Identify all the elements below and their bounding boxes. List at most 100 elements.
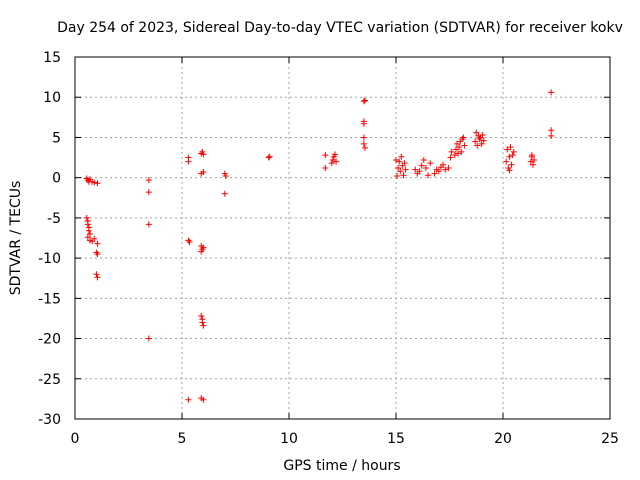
data-point [402,166,409,173]
data-point [397,168,404,175]
y-tick-label: -20 [38,332,61,348]
data-point [200,244,207,251]
data-point [420,156,427,163]
data-point [332,151,339,158]
data-point [451,152,458,159]
data-point [531,156,538,163]
data-point [396,158,403,165]
data-point [452,146,459,153]
y-tick-label: 15 [43,50,61,66]
data-point [199,319,206,326]
data-point [91,179,98,186]
y-axis-label: SDTVAR / TECUs [8,181,24,296]
data-point [145,189,152,196]
data-point [360,120,367,127]
data-point [94,251,101,258]
data-point [360,140,367,147]
data-point [200,151,207,158]
y-tick-label: -10 [38,251,61,267]
data-point [265,154,272,161]
data-point [527,158,534,165]
data-point [418,162,425,169]
data-point [328,160,335,167]
data-point [548,127,555,134]
data-point [504,146,511,153]
data-point [448,148,455,155]
y-tick-label: 10 [43,90,61,106]
data-point [322,152,329,159]
data-point [506,153,513,160]
x-tick-label: 20 [494,431,512,447]
y-tick-label: 0 [52,171,61,187]
x-tick-label: 25 [601,431,619,447]
data-point [455,150,462,157]
data-point [83,214,90,221]
data-point [200,396,207,403]
plot-frame [74,56,611,420]
data-point [393,156,399,163]
data-point [84,234,91,241]
data-point [91,235,98,242]
chart-title: Day 254 of 2023, Sidereal Day-to-day VTE… [57,20,623,36]
data-point [416,168,423,175]
data-point [198,248,205,255]
axis-ticks [74,56,611,420]
data-point [93,271,100,278]
data-point [510,148,517,155]
data-point [548,132,555,139]
data-point [94,180,101,187]
data-point [453,140,460,147]
x-tick-label: 5 [178,431,187,447]
y-tick-label: -25 [38,372,61,388]
data-point [222,173,229,180]
data-point [507,144,514,151]
data-point [200,169,207,176]
data-point [548,89,555,96]
data-point [473,129,480,136]
x-tick-label: 15 [387,431,405,447]
data-point [86,230,93,237]
data-point [360,98,367,105]
y-tick-label: -30 [38,412,61,428]
x-tick-label: 10 [280,431,298,447]
data-point [447,154,454,161]
data-points [83,89,555,403]
x-tick-label: 0 [71,431,80,447]
data-point [200,322,207,329]
data-point [412,166,419,173]
data-point [395,165,402,172]
data-point [509,152,516,159]
data-point [478,140,485,147]
y-tick-label: 5 [52,130,61,146]
data-point [94,274,101,281]
data-point [185,154,192,161]
data-point [508,161,515,168]
x-tick-labels: 0 5 10 15 20 25 [71,431,619,447]
data-point [435,168,442,175]
data-point [474,142,481,149]
data-point [529,161,536,168]
data-point [394,173,401,180]
data-point [460,134,467,141]
data-point [94,240,101,247]
data-point [503,158,510,165]
data-point [266,153,273,160]
data-point [198,313,205,320]
data-point [440,161,447,168]
data-point [401,160,408,167]
data-point [333,158,340,165]
y-tick-labels: 15 10 5 0 -5 -10 -15 -20 -25 -30 [38,50,61,428]
data-point [480,137,487,144]
data-point [361,144,368,151]
data-point [145,335,152,342]
x-axis-label: GPS time / hours [283,458,400,474]
data-point [221,190,228,197]
data-point [360,134,367,141]
data-point [145,221,152,228]
y-tick-label: -5 [47,211,61,227]
data-point [322,165,329,172]
data-point [427,160,434,167]
data-point [84,221,91,228]
data-point [145,177,152,184]
